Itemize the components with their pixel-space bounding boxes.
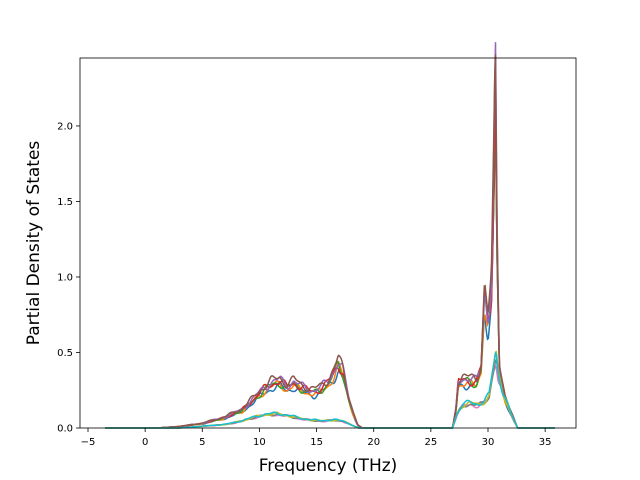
x-tick-label: −5 (81, 437, 96, 448)
y-axis-label: Partial Density of States (24, 141, 44, 346)
x-tick-label: 10 (253, 437, 266, 448)
series-line-6 (105, 54, 555, 429)
y-tick-label: 0.0 (57, 424, 73, 435)
series-layer (105, 42, 555, 429)
y-axis-ticks: 0.0 0.5 1.0 1.5 2.0 (57, 121, 80, 435)
x-tick-label: 5 (199, 437, 205, 448)
plot-frame (79, 57, 577, 429)
y-tick-label: 1.5 (57, 197, 73, 208)
x-tick-label: 25 (424, 437, 437, 448)
x-tick-label: 35 (539, 437, 552, 448)
x-tick-label: 0 (142, 437, 148, 448)
y-tick-label: 2.0 (57, 121, 73, 132)
x-tick-label: 30 (482, 437, 495, 448)
y-tick-label: 1.0 (57, 272, 73, 283)
x-tick-label: 15 (310, 437, 323, 448)
x-axis-label: Frequency (THz) (259, 456, 398, 476)
y-tick-label: 0.5 (57, 348, 73, 359)
x-axis-ticks: −5 0 5 10 15 20 25 30 35 (81, 428, 552, 448)
x-tick-label: 20 (367, 437, 380, 448)
